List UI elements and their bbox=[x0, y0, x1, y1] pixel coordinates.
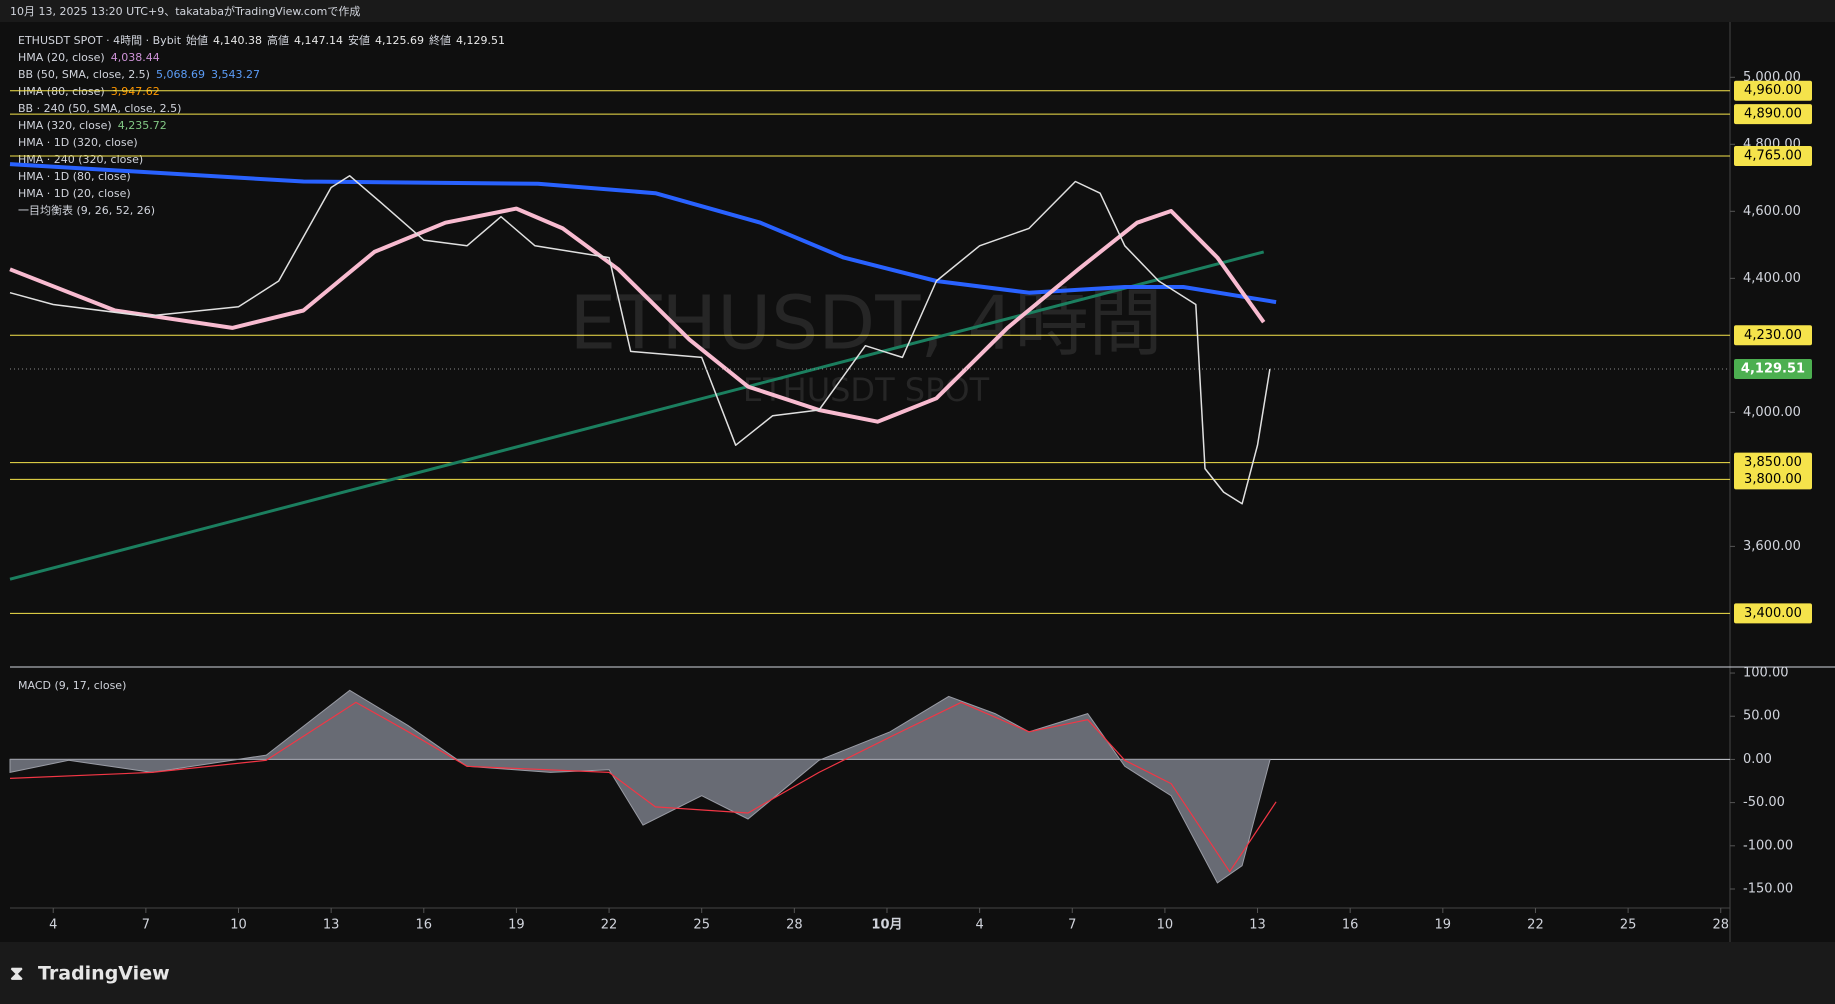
x-tick-label: 19 bbox=[508, 918, 525, 933]
level-label-box bbox=[1734, 469, 1812, 490]
ohlc-name: 始値 bbox=[186, 33, 208, 47]
macd-histogram bbox=[9, 689, 1271, 884]
level-label-box bbox=[1734, 80, 1812, 101]
x-tick-label: 7 bbox=[1068, 918, 1076, 933]
series-line bbox=[9, 175, 1271, 505]
series-line bbox=[9, 250, 1265, 581]
level-label-box bbox=[1734, 603, 1812, 624]
y-tick-label: -150.00 bbox=[1743, 881, 1793, 896]
legend-value: 4,235.72 bbox=[118, 119, 167, 132]
y-tick-label: 100.00 bbox=[1743, 666, 1789, 681]
y-tick-label: -50.00 bbox=[1743, 795, 1785, 810]
ohlc-value: 4,140.38 bbox=[213, 34, 262, 47]
legend-value: 3,947.62 bbox=[111, 85, 160, 98]
y-tick-label: 4,400.00 bbox=[1743, 271, 1801, 286]
legend-name: HMA (20, close) bbox=[18, 51, 105, 64]
x-tick-label: 25 bbox=[1620, 918, 1637, 933]
x-tick-label: 10 bbox=[230, 918, 247, 933]
x-tick-label: 7 bbox=[142, 918, 150, 933]
ohlc-value: 4,147.14 bbox=[294, 34, 343, 47]
caption-bar bbox=[0, 0, 1835, 22]
x-tick-label: 10 bbox=[1157, 918, 1174, 933]
legend-name: HMA (80, close) bbox=[18, 85, 105, 98]
y-tick-label: 3,600.00 bbox=[1743, 539, 1801, 554]
y-tick-label: 4,000.00 bbox=[1743, 405, 1801, 420]
ohlc-name: 終値 bbox=[429, 33, 451, 47]
y-tick-label: 0.00 bbox=[1743, 752, 1772, 767]
level-label: 4,230.00 bbox=[1744, 328, 1802, 343]
ohlc-name: 安値 bbox=[348, 33, 370, 47]
y-tick-label: 50.00 bbox=[1743, 709, 1780, 724]
x-tick-label: 16 bbox=[1342, 918, 1359, 933]
level-label-box bbox=[1734, 146, 1812, 167]
legend-name: HMA · 1D (80, close) bbox=[18, 170, 131, 183]
legend-value: 5,068.69 bbox=[156, 68, 205, 81]
caption: 10月 13, 2025 13:20 UTC+9、takatabaがTradin… bbox=[10, 4, 360, 18]
series-line bbox=[9, 701, 1277, 873]
level-label: 3,850.00 bbox=[1744, 455, 1802, 470]
level-label: 4,765.00 bbox=[1744, 149, 1802, 164]
level-label-box bbox=[1734, 452, 1812, 473]
footer-bar bbox=[0, 942, 1835, 1004]
level-label: 3,400.00 bbox=[1744, 606, 1802, 621]
level-label: 3,800.00 bbox=[1744, 472, 1802, 487]
last-price-box bbox=[1734, 358, 1812, 379]
y-tick-label: 4,600.00 bbox=[1743, 204, 1801, 219]
level-label-box bbox=[1734, 325, 1812, 346]
pane-title: MACD (9, 17, close) bbox=[18, 679, 126, 692]
pane-title: ETHUSDT SPOT · 4時間 · Bybit bbox=[18, 34, 182, 47]
watermark: ETHUSDT, 4時間 bbox=[569, 281, 1162, 367]
brand: TradingView bbox=[38, 963, 170, 985]
level-label-box bbox=[1734, 104, 1812, 125]
legend-value: 4,038.44 bbox=[111, 51, 160, 64]
x-tick-label: 22 bbox=[601, 918, 618, 933]
legend-name: HMA · 1D (20, close) bbox=[18, 187, 131, 200]
series-line bbox=[9, 162, 1277, 305]
ohlc-value: 4,125.69 bbox=[375, 34, 424, 47]
x-tick-label: 4 bbox=[49, 918, 57, 933]
legend-name: HMA · 1D (320, close) bbox=[18, 136, 138, 149]
brand-logo: ⧗ bbox=[10, 963, 23, 985]
legend-value: 3,543.27 bbox=[211, 68, 260, 81]
series-line bbox=[9, 206, 1266, 424]
x-tick-label: 10月 bbox=[871, 918, 902, 933]
x-tick-label: 19 bbox=[1435, 918, 1452, 933]
ohlc-value: 4,129.51 bbox=[456, 34, 505, 47]
ohlc-name: 高値 bbox=[267, 33, 289, 47]
x-tick-label: 4 bbox=[975, 918, 983, 933]
legend-name: HMA (320, close) bbox=[18, 119, 112, 132]
x-tick-label: 16 bbox=[416, 918, 433, 933]
y-tick-label: -100.00 bbox=[1743, 838, 1793, 853]
last-price-label: 4,129.51 bbox=[1741, 361, 1805, 376]
x-tick-label: 13 bbox=[323, 918, 340, 933]
x-tick-label: 22 bbox=[1527, 918, 1544, 933]
legend-name: BB · 240 (50, SMA, close, 2.5) bbox=[18, 102, 181, 115]
x-tick-label: 28 bbox=[786, 918, 803, 933]
x-tick-label: 25 bbox=[693, 918, 710, 933]
level-label: 4,890.00 bbox=[1744, 107, 1802, 122]
legend-name: BB (50, SMA, close, 2.5) bbox=[18, 68, 150, 81]
level-label: 4,960.00 bbox=[1744, 83, 1802, 98]
x-tick-label: 28 bbox=[1712, 918, 1729, 933]
x-tick-label: 13 bbox=[1249, 918, 1266, 933]
legend-name: 一目均衡表 (9, 26, 52, 26) bbox=[18, 203, 155, 217]
